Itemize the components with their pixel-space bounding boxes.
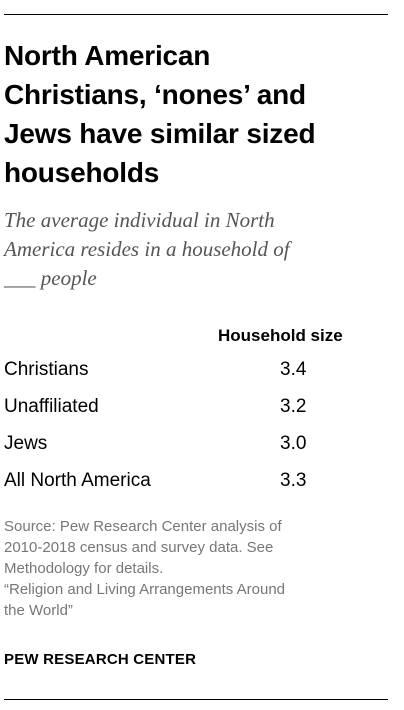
- title-line-3: Jews have similar sized: [4, 118, 316, 149]
- subtitle-line-3: ___ people: [4, 266, 97, 290]
- table-row-unaffiliated: Unaffiliated 3.2: [0, 388, 404, 425]
- row-value: 3.3: [280, 470, 307, 491]
- title-line-4: households: [4, 157, 160, 188]
- column-header-household-size: Household size: [218, 326, 343, 345]
- chart-title: North American Christians, ‘nones’ and J…: [4, 36, 388, 192]
- pew-research-center-logo: PEW RESEARCH CENTER: [4, 651, 197, 668]
- top-rule: [4, 14, 388, 15]
- chart-subtitle: The average individual in North America …: [4, 206, 388, 293]
- row-label: Christians: [4, 359, 89, 380]
- row-value: 3.2: [280, 396, 307, 417]
- row-value: 3.0: [280, 433, 307, 454]
- bottom-rule: [4, 699, 388, 700]
- row-label: Unaffiliated: [4, 396, 99, 417]
- subtitle-line-1: The average individual in North: [4, 208, 275, 232]
- title-line-2: Christians, ‘nones’ and: [4, 79, 306, 110]
- row-value: 3.4: [280, 359, 307, 380]
- table-row-all-north-america: All North America 3.3: [0, 462, 404, 499]
- table-row-jews: Jews 3.0: [0, 425, 404, 462]
- title-line-1: North American: [4, 40, 211, 71]
- source-line-3: Methodology for details.: [4, 560, 164, 577]
- row-label: Jews: [4, 433, 48, 454]
- table-row-christians: Christians 3.4: [0, 351, 404, 388]
- source-line-4: “Religion and Living Arrangements Around: [4, 581, 286, 598]
- row-label: All North America: [4, 470, 151, 491]
- source-note: Source: Pew Research Center analysis of …: [4, 516, 388, 621]
- source-line-2: 2010-2018 census and survey data. See: [4, 539, 274, 556]
- source-line-1: Source: Pew Research Center analysis of: [4, 518, 282, 535]
- source-line-5: the World”: [4, 602, 73, 619]
- subtitle-line-2: America resides in a household of: [4, 237, 290, 261]
